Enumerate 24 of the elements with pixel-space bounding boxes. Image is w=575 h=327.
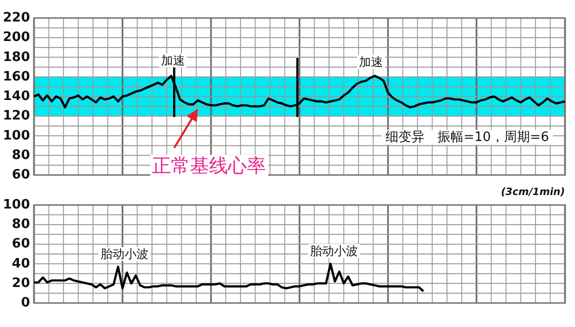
text: (3cm/1min) [500,187,565,198]
annotation: 胎动小波 [100,247,148,261]
y-tick-label: 160 [2,69,30,84]
y-tick-label: 80 [12,148,30,163]
y-tick-label: 100 [2,198,30,212]
line-series [32,74,566,108]
y-tick-label: 100 [2,128,30,144]
annotation: 细变异 振幅=10，周期=6 [385,130,550,145]
annotation: 正常基线心率 [152,154,266,177]
annotation: 加速 [359,54,384,69]
annotation: 胎动小波 [310,244,358,258]
y-tick-label: 60 [12,168,30,182]
y-tick-label: 0 [20,296,30,310]
y-tick-label: 200 [2,30,30,46]
y-tick-label: 20 [12,276,30,291]
y-tick-label: 80 [12,217,30,232]
line-series [32,262,424,292]
annotation: 加速 [161,53,186,68]
y-tick-label: 120 [2,108,30,124]
y-tick-label: 40 [12,256,30,272]
y-tick-label: 180 [2,50,30,65]
y-tick-label: 140 [2,89,30,104]
y-tick-label: 60 [12,236,30,252]
y-tick-label: 220 [2,10,30,26]
